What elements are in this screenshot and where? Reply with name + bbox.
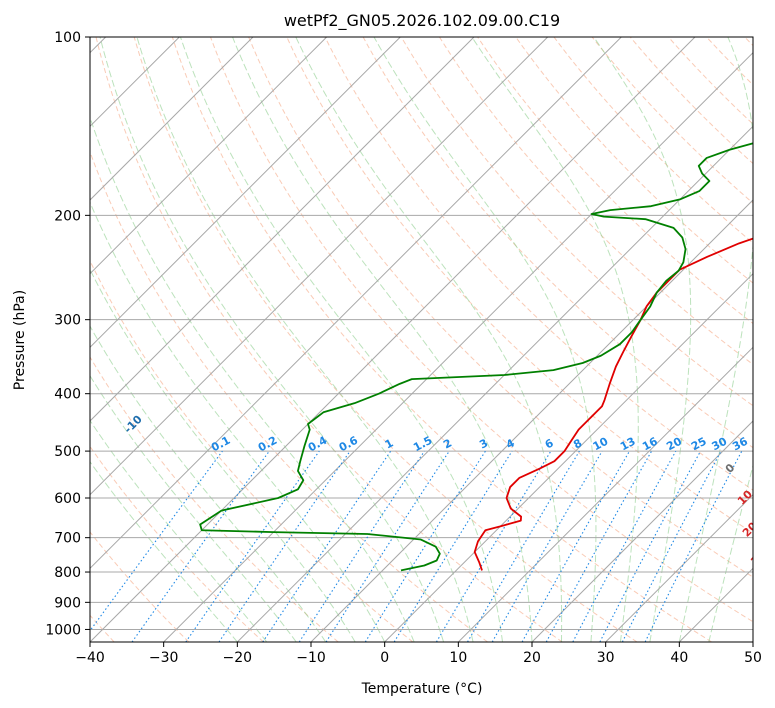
dry-adiabat-line (591, 37, 753, 204)
mixing-ratio-label: 16 (640, 435, 660, 454)
moist-adiabat-line (90, 115, 415, 642)
isotherm-line (752, 641, 753, 642)
dry-adiabat-line (95, 37, 563, 642)
moist-adiabat-line (708, 463, 753, 642)
x-tick-label: −10 (296, 650, 326, 666)
isotherm-line (457, 346, 753, 642)
moist-adiabat-line (373, 37, 597, 642)
dry-adiabat-line (553, 37, 753, 244)
dry-adiabat-line (439, 37, 753, 366)
x-tick-label: 10 (449, 650, 467, 666)
x-tick-label: −30 (149, 650, 179, 666)
profile-lines (199, 142, 753, 572)
plot-area (90, 37, 753, 642)
isotherm-line (90, 37, 401, 349)
moist-adiabat-line (90, 268, 356, 642)
background-lines (90, 37, 753, 642)
isotherm-line (90, 37, 254, 201)
dry-adiabat-line (90, 150, 488, 642)
y-tick-label: 900 (54, 595, 81, 611)
y-axis-label: Pressure (hPa) (12, 290, 28, 390)
isotherm-line (310, 199, 753, 642)
x-tick-label: 50 (744, 650, 762, 666)
mixing-ratio-line (545, 450, 653, 642)
moist-adiabat-line (99, 37, 445, 642)
plot-frame (89, 36, 754, 643)
dry-adiabat-line (90, 259, 414, 642)
isotherm-line (90, 37, 475, 422)
mixing-ratio-line (467, 450, 580, 642)
y-tick-label: 300 (54, 313, 81, 329)
isotherm-line (531, 420, 753, 642)
mixing-ratio-line (90, 450, 223, 632)
moist-adiabat-line (136, 37, 474, 642)
y-tick-label: 800 (54, 565, 81, 581)
moist-adiabat-line (232, 37, 533, 642)
mixing-ratio-label: 36 (730, 435, 750, 454)
mixing-ratio-line (491, 450, 603, 642)
isotherm-line (90, 37, 549, 496)
x-tick-label: 0 (380, 650, 389, 666)
y-tick-label: 400 (54, 387, 81, 403)
y-tick-label: 700 (54, 531, 81, 547)
mixing-ratio-label: 13 (618, 435, 638, 454)
x-tick-label: 40 (670, 650, 688, 666)
x-tick-label: −20 (223, 650, 253, 666)
mixing-ratio-line (393, 450, 513, 642)
moist-adiabat-line (90, 325, 327, 642)
mixing-ratio-line (521, 450, 630, 642)
y-tick-label: 200 (54, 208, 81, 224)
temperature-profile-line (473, 237, 753, 571)
dry-adiabat-line (477, 37, 753, 325)
isotherm-line (90, 37, 328, 275)
y-tick-label: 600 (54, 491, 81, 507)
dry-adiabat-line (90, 356, 339, 642)
mixing-ratio-label: 10 (591, 434, 611, 453)
isotherm-line (90, 37, 696, 642)
isotherm-line (384, 272, 753, 642)
dry-adiabat-line (133, 37, 638, 642)
isotherm-line (236, 125, 753, 642)
moist-adiabat-label: 40 (765, 582, 775, 602)
moist-adiabat-line (90, 374, 297, 642)
mixing-ratio-line (185, 450, 320, 642)
dry-adiabat-line (171, 37, 712, 642)
mixing-ratio-line (435, 450, 552, 642)
isotherm-line (90, 37, 622, 570)
moist-adiabat-line (179, 37, 504, 642)
mixing-ratio-line (364, 450, 486, 642)
mixing-ratio-line (131, 450, 270, 642)
mixing-ratio-label: 20 (664, 434, 684, 453)
moist-adiabat-line (593, 37, 692, 642)
mixing-ratio-label: 30 (710, 435, 730, 454)
mixing-ratio-line (325, 450, 450, 642)
moist-adiabat-line (295, 37, 563, 642)
moist-adiabat-label: 30 (748, 548, 768, 568)
dry-adiabat-line (400, 37, 753, 407)
isotherm-line (163, 51, 753, 642)
y-tick-label: 1000 (45, 622, 81, 638)
dry-adiabat-line (286, 37, 753, 534)
axes: −40 −30 −20 −10 0 10 20 30 40 50 100 200 300 400 500 60… (45, 30, 762, 666)
dry-adiabat-line (248, 37, 753, 578)
y-tick-label: 100 (54, 30, 81, 46)
chart-title: wetPf2_GN05.2026.102.09.00.C19 (284, 11, 560, 31)
mixing-ratio-line (572, 450, 677, 642)
dry-adiabat-line (90, 531, 190, 642)
moist-adiabat-line (471, 37, 639, 642)
dry-adiabat-line (324, 37, 753, 491)
x-tick-label: 30 (597, 650, 615, 666)
moist-adiabat-line (90, 419, 268, 642)
dewpoint-profile-line (199, 142, 753, 572)
y-tick-label: 500 (54, 444, 81, 460)
mixing-ratio-line (218, 450, 351, 642)
x-tick-label: 20 (523, 650, 541, 666)
x-axis-label: Temperature (°C) (361, 681, 483, 697)
moist-adiabat-line (90, 201, 386, 642)
moist-adiabat-line (678, 37, 753, 642)
mixing-ratio-label: 25 (689, 435, 709, 454)
isotherm-line (605, 493, 753, 642)
x-tick-label: −40 (75, 650, 105, 666)
